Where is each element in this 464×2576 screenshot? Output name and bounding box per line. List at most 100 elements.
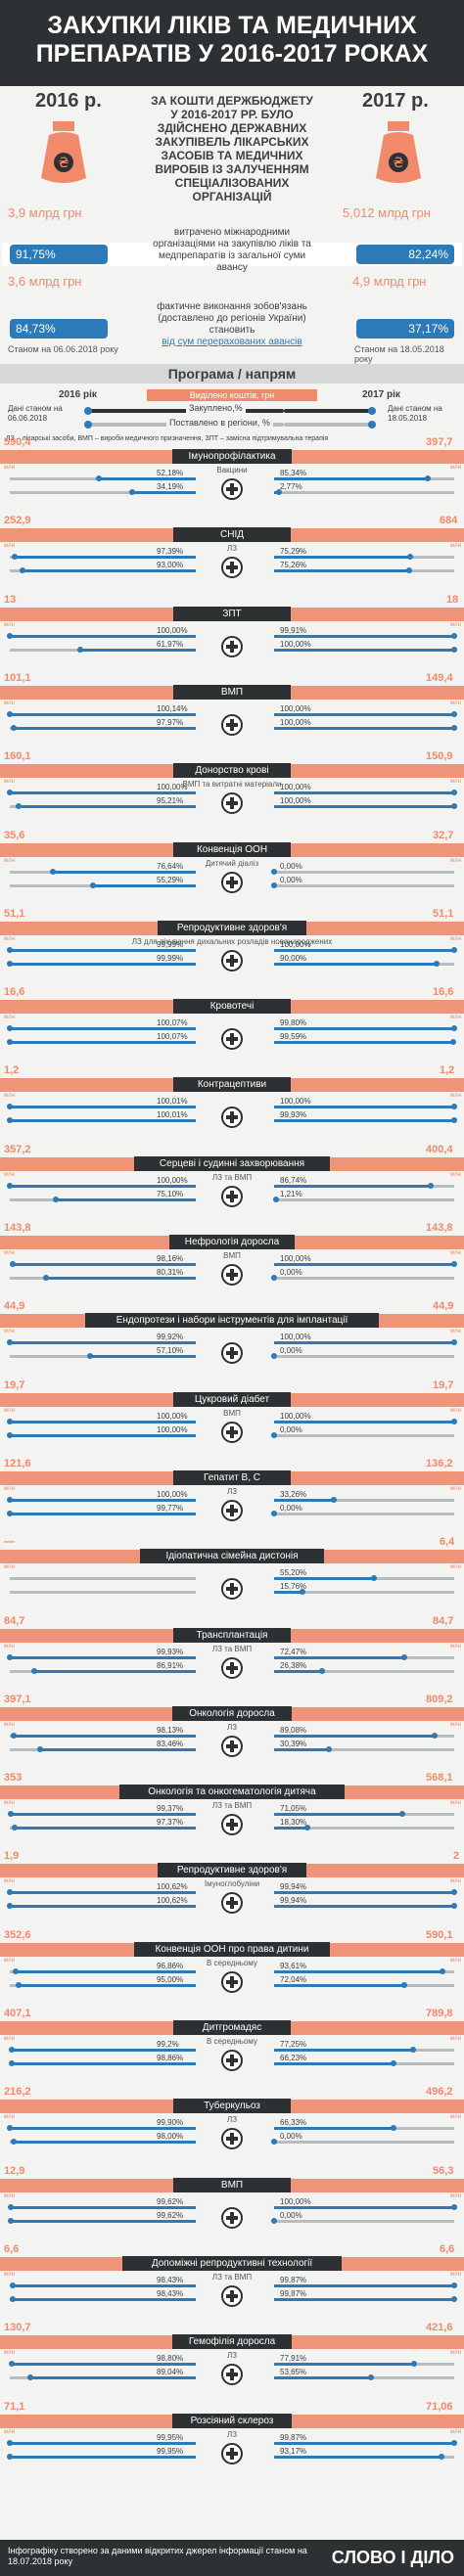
fill-2017 xyxy=(274,1577,374,1580)
pct-2016: 100,62% xyxy=(157,1896,188,1905)
pct-2017: 2,77% xyxy=(280,482,302,491)
pct-2017: 75,29% xyxy=(280,547,307,556)
fill-2017 xyxy=(274,477,428,480)
fill-2016 xyxy=(12,2049,196,2052)
program-title: Нефрологія доросла xyxy=(169,1235,295,1249)
fill-2016 xyxy=(132,491,196,494)
fill-2016 xyxy=(80,649,196,652)
mln-label: млн xyxy=(450,1878,461,1884)
knob-2016 xyxy=(12,554,18,560)
fill-2016 xyxy=(11,2206,196,2209)
fill-2016 xyxy=(10,1434,196,1437)
legend-bought-line xyxy=(284,409,372,413)
knob-2016 xyxy=(27,2374,33,2380)
knob-2016 xyxy=(7,1654,13,1660)
fill-2016 xyxy=(10,2456,196,2459)
mln-label: млн xyxy=(450,465,461,471)
knob-2016 xyxy=(8,2218,14,2224)
pct-2016: 99,95% xyxy=(157,2447,184,2456)
program-subtitle: ЛЗ та ВМП xyxy=(211,1173,253,1182)
allocated-2016: 19,7 xyxy=(4,1379,25,1391)
knob-2017 xyxy=(451,1104,457,1109)
knob-2017 xyxy=(451,1117,457,1123)
fill-2017 xyxy=(274,1041,453,1044)
allocated-2016: 1,9 xyxy=(4,1850,20,1862)
fill-2016 xyxy=(16,1970,196,1973)
knob-2017 xyxy=(271,882,277,888)
svg-text:₴: ₴ xyxy=(59,156,70,171)
knob-2017 xyxy=(451,2296,457,2302)
pct-2017: 100,00% xyxy=(280,1333,311,1341)
pct-2017: 0,00% xyxy=(280,862,302,871)
mln-label: млн xyxy=(4,2350,15,2356)
knob-2017 xyxy=(451,2440,457,2446)
mln-label: млн xyxy=(4,2272,15,2278)
knob-2016 xyxy=(7,1511,13,1516)
track-2017 xyxy=(274,1670,454,1673)
pct-2016: 98,16% xyxy=(157,1254,184,1263)
program-icon xyxy=(221,2050,243,2071)
pct-2017: 100,00% xyxy=(280,796,311,805)
knob-2016 xyxy=(16,803,22,809)
legend-knob xyxy=(368,421,376,429)
fill-2017 xyxy=(274,1185,431,1188)
program-icon xyxy=(221,557,243,578)
allocated-2016: 35,6 xyxy=(4,830,25,841)
knob-2016 xyxy=(7,2440,13,2446)
fill-2017 xyxy=(274,2206,454,2209)
fill-2016 xyxy=(11,2220,196,2223)
knob-2016 xyxy=(43,1275,49,1281)
mln-label: млн xyxy=(450,622,461,628)
knob-2016 xyxy=(11,2139,17,2145)
allocated-2016: 1,2 xyxy=(4,1064,20,1076)
program-icon xyxy=(221,1186,243,1207)
knob-2017 xyxy=(368,2374,374,2380)
fill-2016 xyxy=(14,1735,196,1738)
track-2017 xyxy=(274,2141,454,2144)
knob-2016 xyxy=(96,475,102,481)
fill-2016 xyxy=(13,2298,196,2301)
pct-2016: 95,21% xyxy=(157,796,184,805)
pct-2016: 100,01% xyxy=(157,1097,188,1106)
mln-label: млн xyxy=(4,858,15,864)
mln-label: млн xyxy=(450,1486,461,1492)
pct-2017: 100,00% xyxy=(280,940,311,949)
allocated-2017: 71,06 xyxy=(426,2401,453,2413)
legend-knob xyxy=(84,421,92,429)
fill-2016 xyxy=(10,1499,196,1502)
fill-2017 xyxy=(274,2376,371,2379)
fill-2017 xyxy=(274,805,454,808)
pct-2017: 75,26% xyxy=(280,561,307,569)
program-icon xyxy=(221,478,243,500)
knob-2017 xyxy=(406,567,412,573)
allocated-2016: — xyxy=(4,1536,15,1548)
fill-2016 xyxy=(10,1341,196,1344)
knob-2017 xyxy=(371,1575,377,1581)
program-subtitle: В середньому xyxy=(206,1959,258,1967)
center-summary-text: ЗА КОШТИ ДЕРЖБЮДЖЕТУ У 2016-2017 РР. БУЛ… xyxy=(151,94,313,203)
fill-2017 xyxy=(274,963,437,966)
pct-2017: 18,30% xyxy=(280,1818,307,1827)
knob-2017 xyxy=(331,1497,337,1503)
mln-label: млн xyxy=(450,779,461,785)
knob-2017 xyxy=(399,1811,405,1817)
knob-2016 xyxy=(11,1733,17,1739)
fact-pct-2017: 37,17% xyxy=(356,319,454,339)
pct-2017: 100,00% xyxy=(280,704,311,713)
allocated-2017: 150,9 xyxy=(426,750,453,762)
pct-2016: 55,29% xyxy=(157,876,184,884)
allocated-2017: 44,9 xyxy=(433,1300,454,1312)
allocated-2016: 84,7 xyxy=(4,1615,25,1627)
pct-2016: 98,86% xyxy=(157,2054,184,2062)
fill-2016 xyxy=(13,1263,196,1266)
program-icon xyxy=(221,1422,243,1443)
knob-2017 xyxy=(434,961,440,967)
knob-2017 xyxy=(271,1353,277,1359)
knob-2017 xyxy=(451,633,457,639)
fact-pct-2016: 84,73% xyxy=(10,319,108,339)
mln-label: млн xyxy=(450,1800,461,1806)
knob-2016 xyxy=(31,1668,37,1674)
pct-2016: 61,97% xyxy=(157,640,184,649)
spent-pct-2017: 82,24% xyxy=(356,245,454,264)
knob-2016 xyxy=(7,1183,13,1189)
